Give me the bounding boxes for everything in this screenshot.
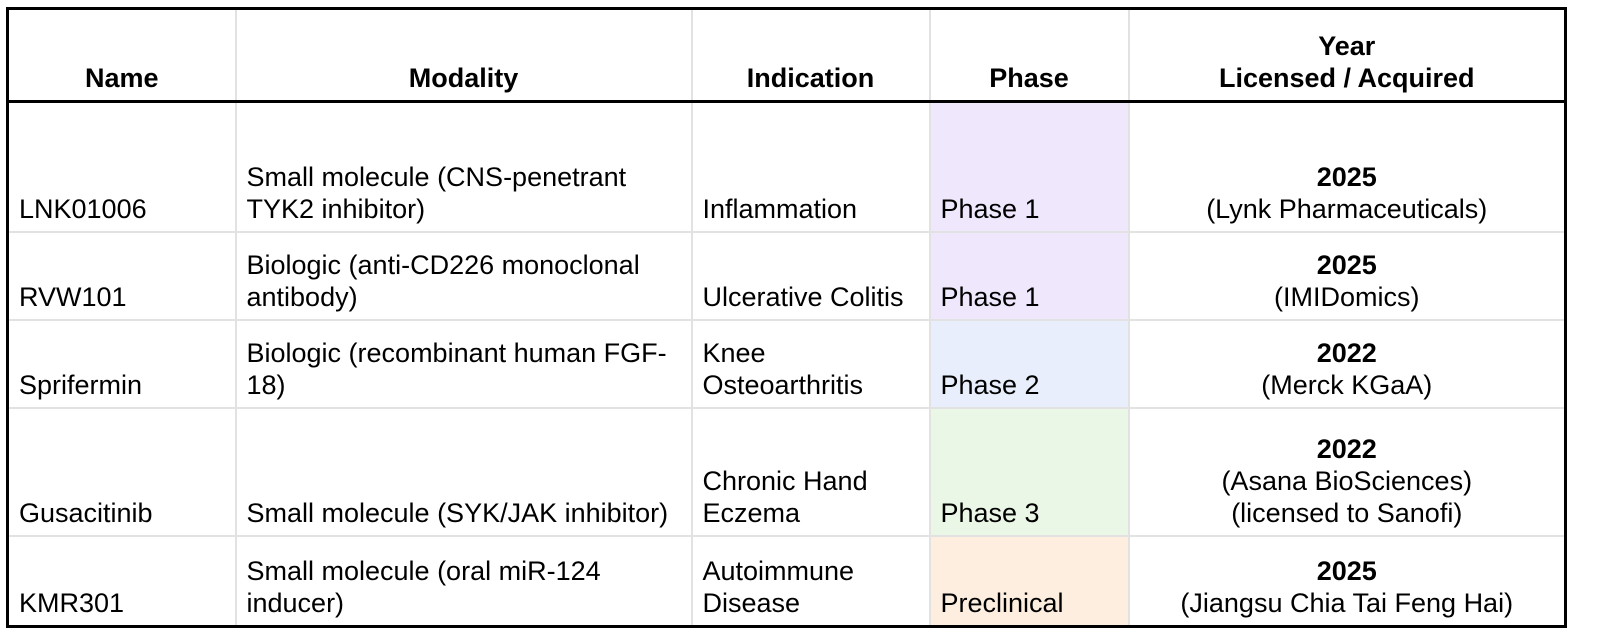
- cell-indication: Autoimmune Disease: [690, 535, 931, 628]
- header-name: Name: [6, 7, 237, 103]
- cell-name: LNK01006: [6, 100, 237, 233]
- cell-indication: Inflammation: [690, 100, 931, 233]
- cell-indication: Ulcerative Colitis: [690, 231, 931, 321]
- table-row: Sprifermin Biologic (recombinant human FG…: [6, 319, 1567, 409]
- header-year-line2: Licensed / Acquired: [1218, 63, 1475, 93]
- table-row: LNK01006 Small molecule (CNS-penetrant TY…: [6, 100, 1567, 233]
- licensor-note: (Asana BioSciences): [1221, 466, 1473, 496]
- cell-phase: Phase 2: [928, 319, 1130, 409]
- cell-modality: Small molecule (SYK/JAK inhibitor): [234, 407, 693, 537]
- header-row: Name Modality Indication Phase Year Licen…: [6, 7, 1567, 103]
- cell-modality: Small molecule (oral miR-124 inducer): [234, 535, 693, 628]
- cell-name: KMR301: [6, 535, 237, 628]
- cell-name: RVW101: [6, 231, 237, 321]
- cell-phase: Phase 1: [928, 100, 1130, 233]
- cell-year: 2025 (IMIDomics): [1127, 231, 1567, 321]
- header-indication: Indication: [690, 7, 931, 103]
- table-row: KMR301 Small molecule (oral miR-124 induc…: [6, 535, 1567, 628]
- cell-modality: Small molecule (CNS-penetrant TYK2 inhib…: [234, 100, 693, 233]
- cell-year: 2025 (Lynk Pharmaceuticals): [1127, 100, 1567, 233]
- header-phase: Phase: [928, 7, 1130, 103]
- licensor-note: (licensed to Sanofi): [1231, 498, 1463, 528]
- licensor-note: (Merck KGaA): [1261, 370, 1433, 400]
- cell-indication: Chronic Hand Eczema: [690, 407, 931, 537]
- cell-phase: Preclinical: [928, 535, 1130, 628]
- cell-modality: Biologic (recombinant human FGF-18): [234, 319, 693, 409]
- header-year-line1: Year: [1318, 31, 1376, 61]
- table-row: Gusacitinib Small molecule (SYK/JAK inhib…: [6, 407, 1567, 537]
- year-value: 2025: [1316, 162, 1377, 192]
- table-row: RVW101 Biologic (anti-CD226 monoclonal an…: [6, 231, 1567, 321]
- year-value: 2022: [1316, 434, 1377, 464]
- cell-indication: Knee Osteoarthritis: [690, 319, 931, 409]
- cell-year: 2022 (Asana BioSciences) (licensed to Sano…: [1127, 407, 1567, 537]
- year-value: 2025: [1316, 250, 1377, 280]
- header-modality: Modality: [234, 7, 693, 103]
- year-value: 2025: [1316, 556, 1377, 586]
- pipeline-table: Name Modality Indication Phase Year Licen…: [6, 7, 1567, 628]
- licensor-note: (Jiangsu Chia Tai Feng Hai): [1180, 588, 1514, 618]
- licensor-note: (IMIDomics): [1274, 282, 1420, 312]
- cell-phase: Phase 1: [928, 231, 1130, 321]
- cell-modality: Biologic (anti-CD226 monoclonal antibody…: [234, 231, 693, 321]
- cell-name: Sprifermin: [6, 319, 237, 409]
- year-value: 2022: [1316, 338, 1377, 368]
- cell-year: 2022 (Merck KGaA): [1127, 319, 1567, 409]
- cell-name: Gusacitinib: [6, 407, 237, 537]
- licensor-note: (Lynk Pharmaceuticals): [1206, 194, 1488, 224]
- cell-year: 2025 (Jiangsu Chia Tai Feng Hai): [1127, 535, 1567, 628]
- cell-phase: Phase 3: [928, 407, 1130, 537]
- header-year: Year Licensed / Acquired: [1127, 7, 1567, 103]
